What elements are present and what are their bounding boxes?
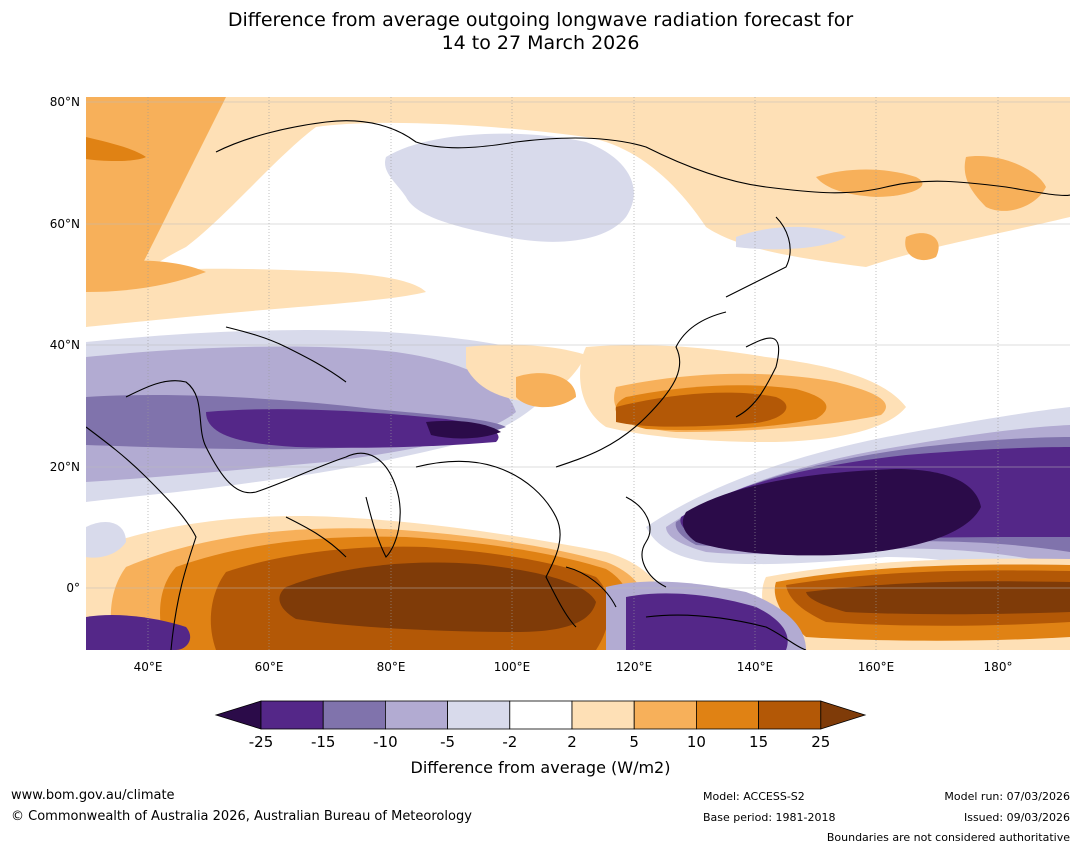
anomaly-field	[816, 169, 923, 197]
lat-label: 20°N	[49, 460, 80, 474]
chart-title: Difference from average outgoing longwav…	[0, 9, 1081, 55]
anomaly-field	[279, 562, 596, 632]
latitude-lines	[86, 101, 1070, 589]
anomaly-field	[86, 260, 206, 292]
disclaimer-text: Boundaries are not considered authoritat…	[826, 831, 1070, 844]
colorbar-box	[571, 700, 635, 730]
model-run-text: Model run: 07/03/2026	[944, 790, 1070, 803]
lon-label: 60°E	[254, 660, 284, 674]
colorbar-extend-low	[214, 700, 262, 730]
title-line-2: 14 to 27 March 2026	[441, 32, 640, 54]
colorbar-tick-label: 5	[629, 733, 639, 751]
colorbar-tick-label: -2	[502, 733, 518, 751]
anomaly-field	[426, 420, 501, 439]
colorbar-tick-label: -10	[373, 733, 398, 751]
anomaly-field	[385, 133, 634, 242]
lon-label: 140°E	[736, 660, 774, 674]
map-canvas	[86, 97, 1070, 650]
anomaly-field	[86, 615, 191, 650]
colorbar-tick-label: 2	[567, 733, 577, 751]
colorbar-box	[260, 700, 324, 730]
base-period-text: Base period: 1981-2018	[703, 811, 836, 824]
lon-label: 180°	[983, 660, 1013, 674]
olr-anomaly-map	[86, 97, 1070, 650]
colorbar-box	[322, 700, 386, 730]
colorbar	[214, 700, 867, 730]
anomaly-field	[86, 97, 1070, 327]
lon-label: 100°E	[493, 660, 531, 674]
lat-label: 60°N	[49, 217, 80, 231]
graticule-lines	[147, 97, 999, 650]
colorbar-tick-label: -5	[440, 733, 456, 751]
lon-label: 160°E	[857, 660, 895, 674]
website-link[interactable]: www.bom.gov.au/climate	[11, 788, 175, 803]
coastlines	[86, 120, 1070, 650]
lat-label: 0°	[66, 581, 80, 595]
colorbar-extend-high	[820, 700, 867, 730]
colorbar-box	[384, 700, 448, 730]
model-text: Model: ACCESS-S2	[703, 790, 805, 803]
anomaly-field	[86, 522, 126, 558]
lon-label: 40°E	[133, 660, 163, 674]
colorbar-box	[447, 700, 511, 730]
anomaly-field	[86, 268, 426, 327]
anomaly-field	[206, 409, 499, 448]
colorbar-box	[633, 700, 697, 730]
anomaly-field	[736, 226, 846, 250]
anomaly-field	[682, 469, 981, 556]
anomaly-field	[905, 233, 939, 261]
anomaly-field	[964, 156, 1046, 211]
lon-label: 80°E	[376, 660, 406, 674]
anomaly-field	[516, 373, 576, 408]
copyright-text: © Commonwealth of Australia 2026, Austra…	[11, 809, 472, 824]
lat-label: 80°N	[49, 95, 80, 109]
colorbar-tick-label: 10	[686, 733, 706, 751]
colorbar-box	[696, 700, 760, 730]
colorbar-tick-label: 25	[811, 733, 831, 751]
issued-text: Issued: 09/03/2026	[963, 811, 1070, 824]
anomaly-field	[616, 392, 787, 427]
lon-label: 120°E	[615, 660, 653, 674]
colorbar-box	[509, 700, 573, 730]
colorbar-box	[758, 700, 822, 730]
anomaly-field	[806, 581, 1070, 615]
colorbar-label: Difference from average (W/m2)	[410, 758, 671, 777]
anomaly-field	[626, 593, 788, 650]
colorbar-tick-label: -25	[248, 733, 274, 751]
lat-label: 40°N	[49, 338, 80, 352]
anomaly-field	[86, 137, 146, 162]
colorbar-tick-label: 15	[749, 733, 769, 751]
title-line-1: Difference from average outgoing longwav…	[227, 9, 854, 31]
colorbar-tick-label: -15	[310, 733, 336, 751]
